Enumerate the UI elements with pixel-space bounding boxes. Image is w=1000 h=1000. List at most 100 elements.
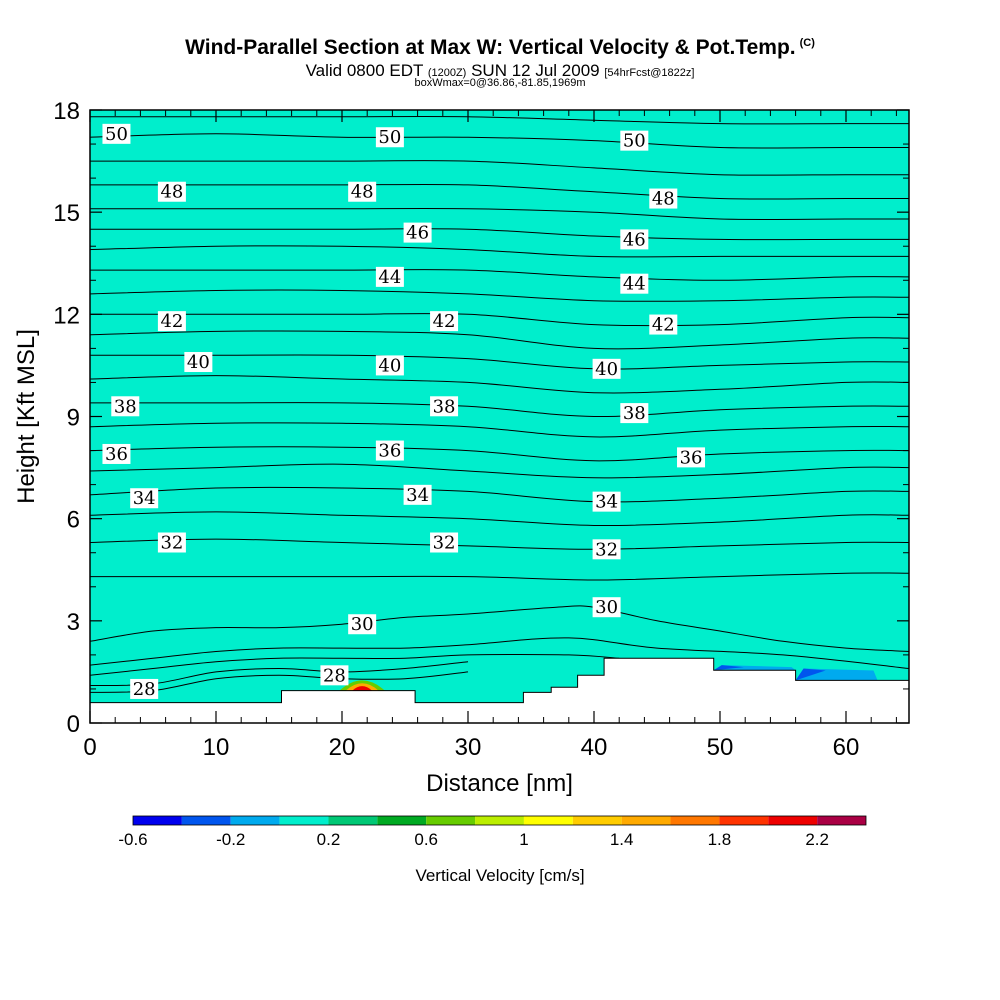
contour-label-text: 48 — [351, 182, 374, 203]
contour-label-bg — [592, 358, 621, 379]
colorbar-swatch — [230, 816, 280, 825]
contour-label-text: 46 — [623, 229, 646, 250]
contour-label-bg — [430, 396, 459, 417]
isentrope-line — [89, 375, 910, 394]
chart-header: Wind-Parallel Section at Max W: Vertical… — [0, 0, 1000, 95]
downdraft-core — [713, 665, 744, 671]
y-tick-label: 18 — [53, 98, 80, 125]
contour-label-bg — [620, 273, 649, 294]
contour-label-text: 48 — [160, 182, 183, 203]
contour-label-text: 48 — [652, 189, 675, 210]
contour-label: 40 — [184, 352, 213, 373]
colorbar-swatch — [768, 816, 818, 825]
valid-time: Valid 0800 EDT — [305, 61, 424, 80]
contour-label: 32 — [592, 539, 621, 560]
contour-label-text: 36 — [680, 447, 703, 468]
contour-label-text: 44 — [378, 267, 401, 288]
contour-label: 28 — [320, 665, 349, 686]
isentrope-line — [90, 116, 909, 125]
contour-label: 38 — [111, 396, 140, 417]
contour-label-text: 38 — [114, 396, 137, 417]
contour-label-text: 38 — [433, 396, 456, 417]
contour-label-bg — [430, 532, 459, 553]
colorbar-tick-label: 0.6 — [414, 830, 438, 849]
x-tick-label: 10 — [203, 734, 230, 761]
downdraft-core — [795, 668, 826, 681]
contour-label-text: 32 — [160, 533, 183, 554]
contour-label-bg — [620, 229, 649, 250]
x-tick-label: 20 — [329, 734, 356, 761]
contour-label-text: 30 — [351, 614, 374, 635]
isentrope-line — [89, 402, 910, 418]
x-tick-label: 50 — [707, 734, 734, 761]
contour-label-bg — [375, 127, 404, 148]
y-tick-label: 9 — [67, 405, 80, 432]
x-tick-label: 40 — [581, 734, 608, 761]
contour-label-bg — [592, 539, 621, 560]
contour-label-text: 42 — [652, 315, 675, 336]
contour-label-text: 30 — [595, 597, 618, 618]
contour-label-text: 36 — [105, 444, 128, 465]
contour-label: 48 — [157, 181, 186, 203]
contour-label-bg — [620, 403, 649, 424]
isentrope-line — [89, 133, 909, 149]
isentrope-line — [90, 160, 909, 176]
y-tick-label: 0 — [67, 711, 80, 738]
colorbar-swatch — [621, 816, 671, 825]
y-tick-label: 6 — [67, 507, 80, 534]
contour-label-bg — [348, 614, 377, 635]
isentrope-line — [89, 422, 910, 438]
contour-label-text: 36 — [378, 441, 401, 462]
contour-label-text: 42 — [433, 311, 456, 332]
contour-label-bg — [649, 188, 678, 209]
isentrope-line — [89, 511, 910, 527]
contour-label-bg — [348, 181, 377, 202]
x-axis-label: Distance [nm] — [426, 770, 573, 797]
colorbar-swatch — [817, 816, 866, 825]
contour-label-text: 50 — [378, 127, 401, 148]
contour-label-bg — [649, 314, 678, 335]
contour-label-bg — [130, 678, 159, 699]
contour-label-bg — [102, 123, 131, 144]
y-tick-label: 15 — [53, 200, 80, 227]
isentrope-line — [89, 572, 910, 581]
contour-label: 46 — [403, 222, 432, 244]
contour-label: 44 — [375, 266, 404, 288]
contour-label-bg — [403, 484, 432, 505]
contour-label: 28 — [130, 678, 159, 700]
isentrope-line — [89, 245, 909, 258]
contour-label: 36 — [102, 443, 131, 465]
contour-label-bg — [403, 222, 432, 243]
colorbar-swatch — [475, 816, 524, 825]
contour-label-bg — [157, 311, 186, 332]
contour-label-text: 42 — [160, 311, 183, 332]
isentrope-line — [89, 330, 910, 350]
colorbar-swatch — [572, 816, 622, 825]
contour-label-bg — [592, 597, 621, 618]
contour-label-bg — [157, 181, 186, 202]
isentrope-line — [89, 538, 910, 550]
contour-label-text: 34 — [595, 492, 618, 513]
terrain — [89, 657, 910, 724]
contour-label-bg — [157, 532, 186, 553]
colorbar-swatch — [523, 816, 573, 825]
contour-label: 42 — [649, 314, 678, 336]
title-unit-tag: (C) — [799, 37, 815, 49]
contour-label-bg — [320, 665, 349, 686]
contour-label-text: 44 — [623, 274, 646, 295]
contour-label-text: 34 — [406, 485, 429, 506]
contour-label-text: 40 — [595, 359, 618, 380]
isentrope-line — [89, 653, 620, 676]
contour-label-bg — [430, 311, 459, 332]
contour-label-text: 32 — [595, 539, 618, 560]
contour-label-text: 34 — [133, 488, 156, 509]
y-axis-label: Height [Kft MSL] — [13, 329, 40, 504]
contour-label-bg — [375, 440, 404, 461]
contour-label: 32 — [157, 532, 186, 554]
y-tick-label: 3 — [67, 609, 80, 636]
contour-label-text: 46 — [406, 223, 429, 244]
contour-label-bg — [592, 491, 621, 512]
contour-label: 48 — [649, 188, 678, 210]
contour-label-bg — [111, 396, 140, 417]
